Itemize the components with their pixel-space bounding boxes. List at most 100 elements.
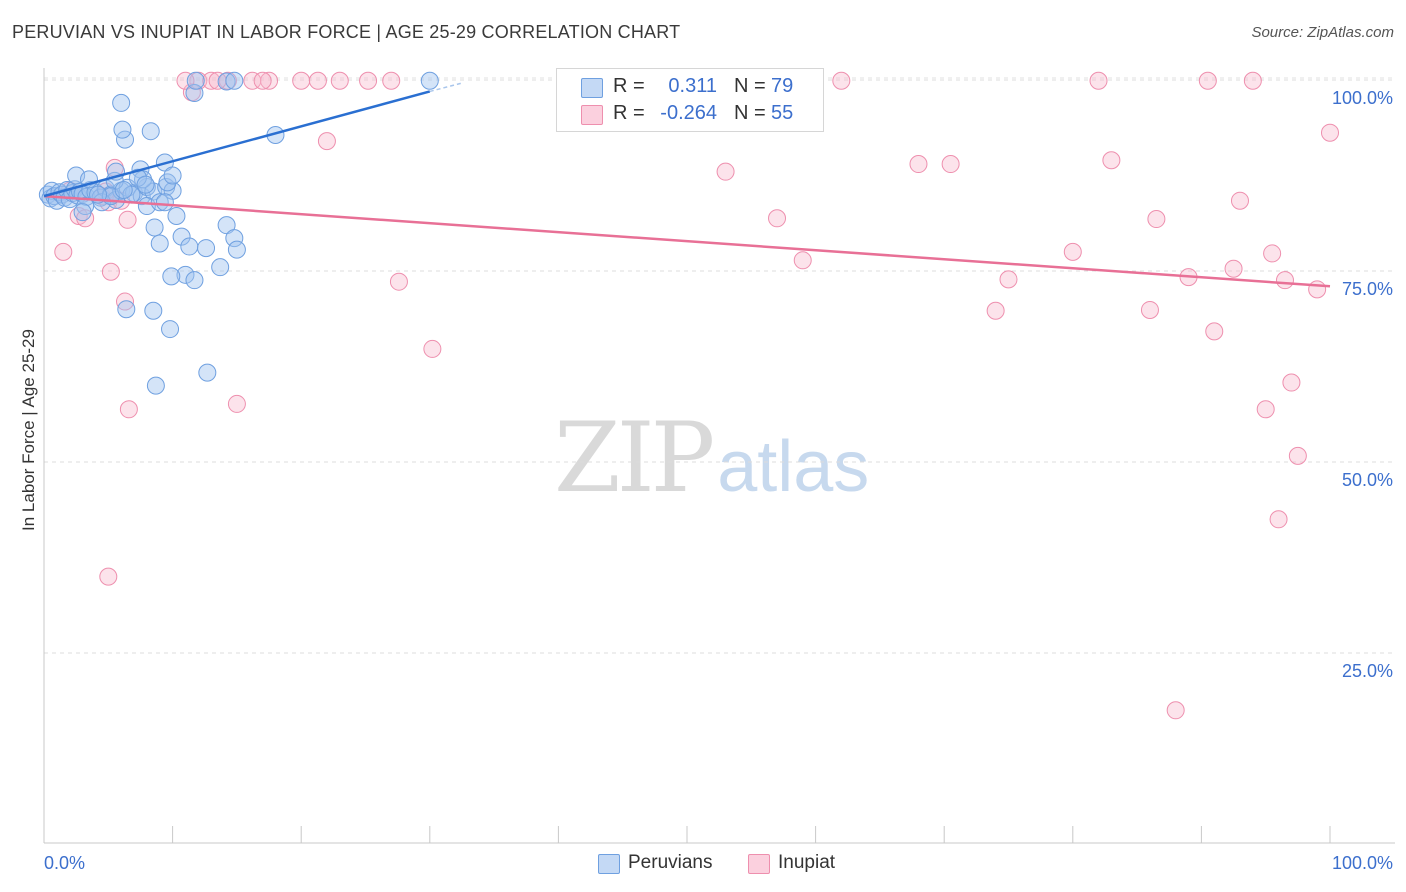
legend-n-value: 79 [771,75,794,97]
inupiat-point [99,567,118,586]
peruvian-point [150,234,169,253]
peruvian-point [73,203,92,222]
legend-r-label: R = [613,102,645,124]
inupiat-point [1275,271,1294,290]
y-axis-label-wrap: In Labor Force | Age 25-29 [14,280,44,580]
inupiat-point [1321,123,1339,142]
legend-label-inupiat: Inupiat [778,852,836,873]
peruvian-point [145,218,164,237]
legend-n-label: N = [734,75,766,97]
legend-r-value: 0.311 [668,75,717,97]
watermark-atlas: atlas [717,427,870,507]
peruvian-point [180,237,199,256]
legend-r-label: R = [613,75,645,97]
peruvian-point [198,363,217,382]
legend-r-value: -0.264 [660,102,717,124]
inupiat-point [768,209,787,228]
y-tick-label: 50.0% [1342,470,1393,490]
watermark-zip: ZIP [554,402,715,514]
inupiat-point [1198,71,1217,90]
legend-n-label: N = [734,102,766,124]
inupiat-point [227,394,246,413]
peruvian-point [225,71,244,90]
inupiat-point [793,251,812,270]
inupiat-point [423,339,442,358]
peruvian-point [185,271,204,290]
legend-label-peruvians: Peruvians [628,852,713,873]
y-tick-label: 100.0% [1332,88,1393,108]
peruvian-point [146,376,165,395]
peruvian-point [155,193,174,212]
legend-n-value: 55 [771,102,794,124]
peruvian-point [217,72,236,91]
chart-title: PERUVIAN VS INUPIAT IN LABOR FORCE | AGE… [12,22,681,42]
x-tick-label: 100.0% [1332,853,1393,873]
inupiat-point [909,155,928,174]
inupiat-point [389,272,408,291]
inupiat-trend-line [43,194,1331,288]
peruvian-point [211,258,230,277]
peruvian-point [172,227,191,246]
inupiat-point [292,71,311,90]
inupiat-point [218,71,237,90]
inupiat-swatch [581,105,603,125]
correlation-legend: R = 0.311 N = 79 R = -0.264 N = 55 [556,68,824,132]
x-tick-label: 0.0% [44,853,85,873]
watermark: ZIPatlas [554,402,869,514]
source-label: Source: ZipAtlas.com [1251,24,1394,41]
inupiat-point [359,71,378,90]
inupiat-point [1224,259,1243,278]
peruvian-point [420,71,439,90]
inupiat-point [253,71,272,90]
peruvian-point [112,93,131,112]
inupiat-point [317,132,336,151]
y-tick-label: 75.0% [1342,279,1393,299]
inupiat-point [101,262,120,281]
inupiat-point [1205,322,1224,341]
peruvian-point [136,175,155,194]
inupiat-point [176,71,195,90]
inupiat-point [1256,400,1275,419]
peruvian-point [176,265,195,284]
peruvian-point [167,206,186,225]
peruvian-point [162,267,181,286]
peruvians-legend-swatch [598,854,620,874]
peruvian-point [141,122,160,141]
inupiat-point [1243,71,1262,90]
legend-row-inupiat: R = -0.264 N = 55 [557,101,823,127]
peruvian-point [197,239,216,258]
inupiat-point [118,210,137,229]
peruvians-swatch [581,78,603,98]
inupiat-point [1166,701,1185,720]
peruvian-point [161,320,180,339]
legend-row-peruvians: R = 0.311 N = 79 [557,74,823,100]
y-axis-label: In Labor Force | Age 25-29 [19,329,38,531]
inupiat-point [999,270,1018,289]
inupiat-point [1140,300,1159,319]
peruvian-point [150,193,169,212]
inupiat-point [986,301,1005,320]
inupiat-point [1230,191,1249,210]
peruvian-point [117,300,136,319]
inupiat-point [1263,244,1282,263]
inupiat-legend-swatch [748,854,770,874]
inupiat-point [941,155,960,174]
peruvian-trend-extension [429,82,463,93]
peruvian-point [186,71,205,90]
peruvian-point [114,181,133,200]
inupiat-point [382,71,401,90]
peruvian-point [225,229,244,248]
inupiat-point [54,242,73,261]
peruvian-point [113,120,132,139]
inupiat-point [116,292,135,311]
inupiat-point [1288,446,1307,465]
inupiat-point [330,71,349,90]
peruvian-point [227,240,246,259]
y-tick-label: 25.0% [1342,661,1393,681]
inupiat-point [1089,71,1108,90]
inupiat-point [260,71,279,90]
peruvian-point [163,166,182,185]
inupiat-point [1102,151,1121,170]
inupiat-point [716,162,735,181]
